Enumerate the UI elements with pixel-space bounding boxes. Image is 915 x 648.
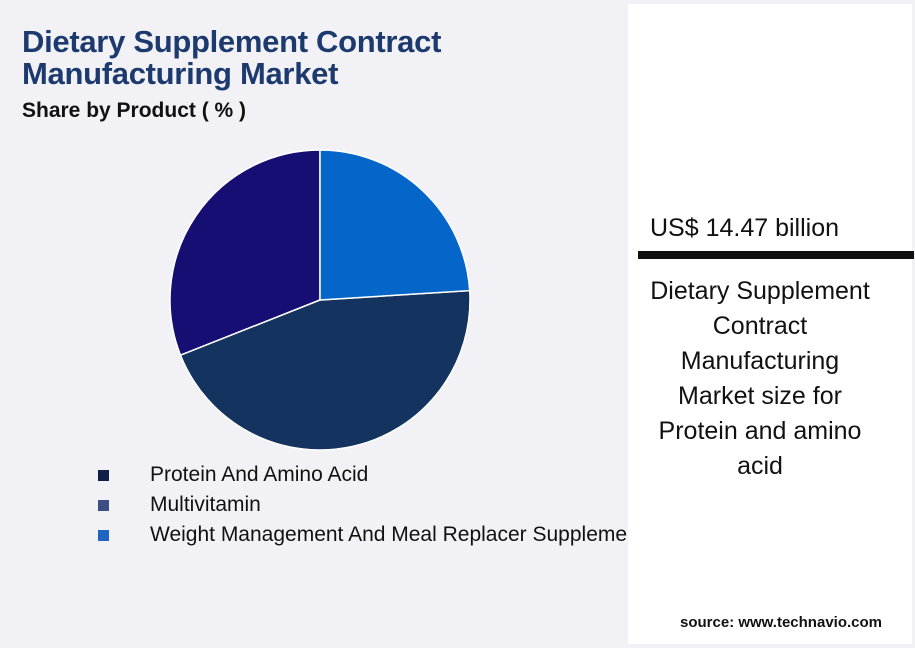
legend-item: Multivitamin	[98, 490, 716, 520]
market-description: Dietary Supplement Contract Manufacturin…	[650, 277, 870, 480]
pie-slice-multivitamin	[179, 289, 471, 451]
legend-swatch	[98, 469, 109, 481]
summary-panel: US$ 14.47 billion Dietary Supplement Con…	[628, 4, 914, 644]
source-note: source: www.technavio.com	[680, 614, 882, 631]
legend-item: Protein And Amino Acid	[98, 460, 716, 490]
chart-subtitle: Share by Product ( % )	[22, 99, 247, 122]
market-value: US$ 14.47 billion	[650, 214, 840, 242]
pie-slice-weight-management-and-meal-replacer-supplements	[319, 149, 471, 301]
legend-swatch	[98, 529, 109, 541]
legend-label: Multivitamin	[150, 493, 261, 516]
pie-slice-protein-and-amino-acid	[169, 149, 321, 357]
legend-label: Protein And Amino Acid	[150, 463, 369, 486]
legend-swatch	[98, 499, 109, 511]
legend-item: Weight Management And Meal Replacer Supp…	[98, 520, 716, 550]
legend: Protein And Amino Acid Multivitamin Weig…	[98, 460, 716, 550]
pie-chart	[169, 149, 471, 451]
chart-title: Dietary Supplement Contract Manufacturin…	[22, 24, 442, 91]
chart-panel: Dietary Supplement Contract Manufacturin…	[22, 24, 716, 546]
divider	[638, 251, 914, 259]
